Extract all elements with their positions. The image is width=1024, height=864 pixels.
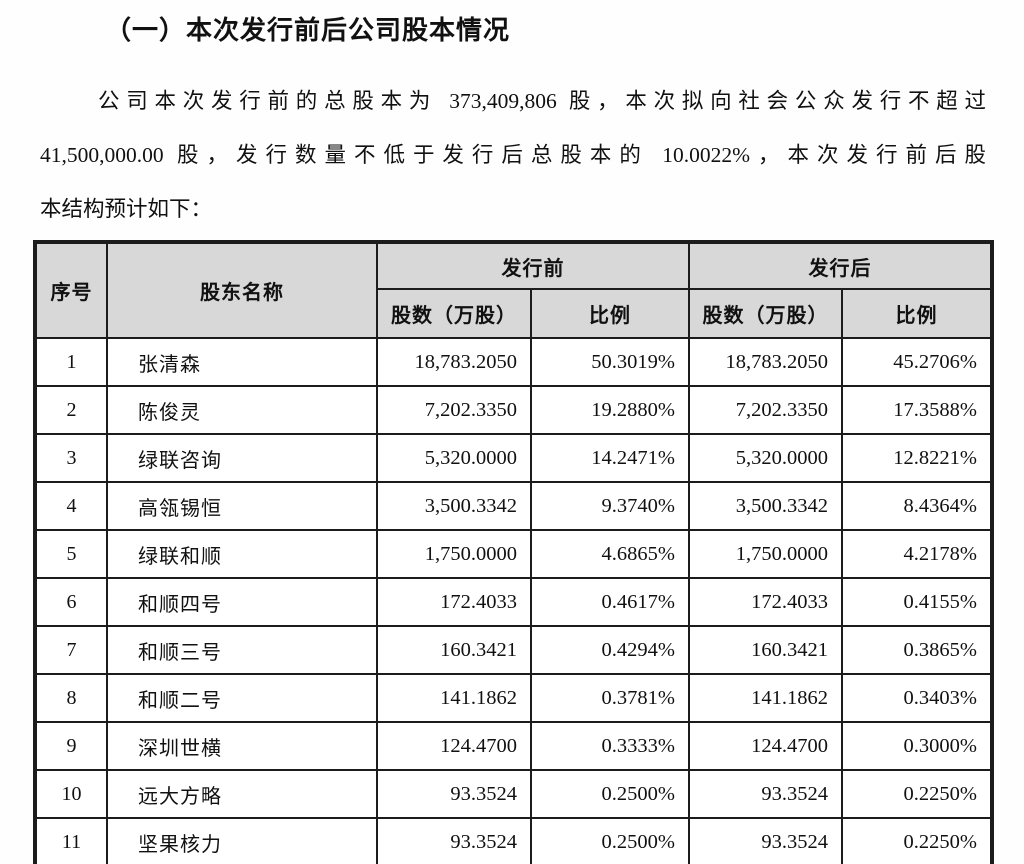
table-row: 8 和顺二号 141.1862 0.3781% 141.1862 0.3403% <box>34 673 993 723</box>
post-shares: 124.4700 <box>688 721 843 771</box>
pre-shares: 93.3524 <box>376 817 532 864</box>
shareholder-name: 高瓴锡恒 <box>106 481 378 531</box>
table-body: 1 张清森 18,783.2050 50.3019% 18,783.2050 4… <box>34 337 993 864</box>
pre-ratio: 50.3019% <box>530 337 690 387</box>
pre-shares: 160.3421 <box>376 625 532 675</box>
row-index: 1 <box>34 337 108 387</box>
table-row: 7 和顺三号 160.3421 0.4294% 160.3421 0.3865% <box>34 625 993 675</box>
pre-shares: 172.4033 <box>376 577 532 627</box>
row-index: 8 <box>34 673 108 723</box>
header-row-sub: 股数（万股） 比例 股数（万股） 比例 <box>35 288 993 339</box>
shareholder-name: 绿联咨询 <box>106 433 378 483</box>
row-index: 4 <box>34 481 108 531</box>
header-post-shares: 股数（万股） <box>688 288 843 339</box>
table-row: 10 远大方略 93.3524 0.2500% 93.3524 0.2250% <box>34 769 993 819</box>
post-ratio: 0.2250% <box>841 817 993 864</box>
pre-shares: 93.3524 <box>376 769 532 819</box>
row-index: 6 <box>34 577 108 627</box>
post-shares: 7,202.3350 <box>688 385 843 435</box>
shareholder-name: 远大方略 <box>106 769 378 819</box>
share-structure-table: 序号 股东名称 发行前 发行后 股数（万股） 比例 股数（万股） 比例 1 张清… <box>33 240 994 864</box>
intro-paragraph: 公司本次发行前的总股本为 373,409,806 股，本次拟向社会公众发行不超过… <box>40 74 986 236</box>
post-ratio: 0.2250% <box>841 769 993 819</box>
post-shares: 141.1862 <box>688 673 843 723</box>
post-ratio: 12.8221% <box>841 433 993 483</box>
table-row: 2 陈俊灵 7,202.3350 19.2880% 7,202.3350 17.… <box>34 385 993 435</box>
post-shares: 18,783.2050 <box>688 337 843 387</box>
pre-shares: 5,320.0000 <box>376 433 532 483</box>
pre-ratio: 9.3740% <box>530 481 690 531</box>
paragraph-line: 公司本次发行前的总股本为 373,409,806 股，本次拟向社会公众发行不超过 <box>98 89 986 113</box>
paragraph-line: 本结构预计如下： <box>40 197 213 221</box>
post-shares: 93.3524 <box>688 817 843 864</box>
header-pre-issue: 发行前 <box>376 241 690 290</box>
pre-ratio: 0.2500% <box>530 817 690 864</box>
row-index: 11 <box>34 817 108 864</box>
table-row: 3 绿联咨询 5,320.0000 14.2471% 5,320.0000 12… <box>34 433 993 483</box>
pre-shares: 141.1862 <box>376 673 532 723</box>
post-ratio: 0.3865% <box>841 625 993 675</box>
pre-shares: 18,783.2050 <box>376 337 532 387</box>
shareholder-name: 坚果核力 <box>106 817 378 864</box>
row-index: 5 <box>34 529 108 579</box>
section-heading: （一）本次发行前后公司股本情况 <box>105 15 511 45</box>
post-shares: 3,500.3342 <box>688 481 843 531</box>
pre-ratio: 19.2880% <box>530 385 690 435</box>
row-index: 3 <box>34 433 108 483</box>
pre-ratio: 0.2500% <box>530 769 690 819</box>
pre-ratio: 14.2471% <box>530 433 690 483</box>
shareholder-name: 陈俊灵 <box>106 385 378 435</box>
table-row: 5 绿联和顺 1,750.0000 4.6865% 1,750.0000 4.2… <box>34 529 993 579</box>
row-index: 10 <box>34 769 108 819</box>
post-ratio: 0.4155% <box>841 577 993 627</box>
post-shares: 172.4033 <box>688 577 843 627</box>
header-row-groups: 序号 股东名称 发行前 发行后 <box>34 241 993 339</box>
table-header: 序号 股东名称 发行前 发行后 股数（万股） 比例 股数（万股） 比例 <box>34 241 993 339</box>
post-ratio: 17.3588% <box>841 385 993 435</box>
header-post-issue: 发行后 <box>688 241 993 290</box>
row-index: 9 <box>34 721 108 771</box>
pre-ratio: 0.3781% <box>530 673 690 723</box>
shareholder-name: 深圳世横 <box>106 721 378 771</box>
header-no: 序号 <box>34 241 108 339</box>
pre-shares: 124.4700 <box>376 721 532 771</box>
pre-shares: 1,750.0000 <box>376 529 532 579</box>
table-row: 9 深圳世横 124.4700 0.3333% 124.4700 0.3000% <box>34 721 993 771</box>
table-row: 4 高瓴锡恒 3,500.3342 9.3740% 3,500.3342 8.4… <box>34 481 993 531</box>
table-row: 11 坚果核力 93.3524 0.2500% 93.3524 0.2250% <box>34 817 993 864</box>
post-ratio: 0.3403% <box>841 673 993 723</box>
post-shares: 1,750.0000 <box>688 529 843 579</box>
shareholder-name: 张清森 <box>106 337 378 387</box>
post-ratio: 45.2706% <box>841 337 993 387</box>
shareholder-name: 和顺四号 <box>106 577 378 627</box>
post-ratio: 0.3000% <box>841 721 993 771</box>
pre-ratio: 0.4294% <box>530 625 690 675</box>
shareholder-name: 和顺二号 <box>106 673 378 723</box>
table-row: 6 和顺四号 172.4033 0.4617% 172.4033 0.4155% <box>34 577 993 627</box>
post-shares: 160.3421 <box>688 625 843 675</box>
post-ratio: 8.4364% <box>841 481 993 531</box>
paragraph-line: 41,500,000.00 股，发行数量不低于发行后总股本的 10.0022%，… <box>40 143 986 167</box>
header-post-ratio: 比例 <box>841 288 993 339</box>
post-ratio: 4.2178% <box>841 529 993 579</box>
header-shareholder: 股东名称 <box>106 241 378 339</box>
row-index: 7 <box>34 625 108 675</box>
header-pre-shares: 股数（万股） <box>376 288 532 339</box>
header-pre-ratio: 比例 <box>530 288 690 339</box>
post-shares: 5,320.0000 <box>688 433 843 483</box>
table-row: 1 张清森 18,783.2050 50.3019% 18,783.2050 4… <box>34 337 993 387</box>
post-shares: 93.3524 <box>688 769 843 819</box>
pre-ratio: 0.4617% <box>530 577 690 627</box>
pre-ratio: 0.3333% <box>530 721 690 771</box>
pre-shares: 7,202.3350 <box>376 385 532 435</box>
shareholder-name: 和顺三号 <box>106 625 378 675</box>
pre-shares: 3,500.3342 <box>376 481 532 531</box>
row-index: 2 <box>34 385 108 435</box>
shareholder-name: 绿联和顺 <box>106 529 378 579</box>
pre-ratio: 4.6865% <box>530 529 690 579</box>
